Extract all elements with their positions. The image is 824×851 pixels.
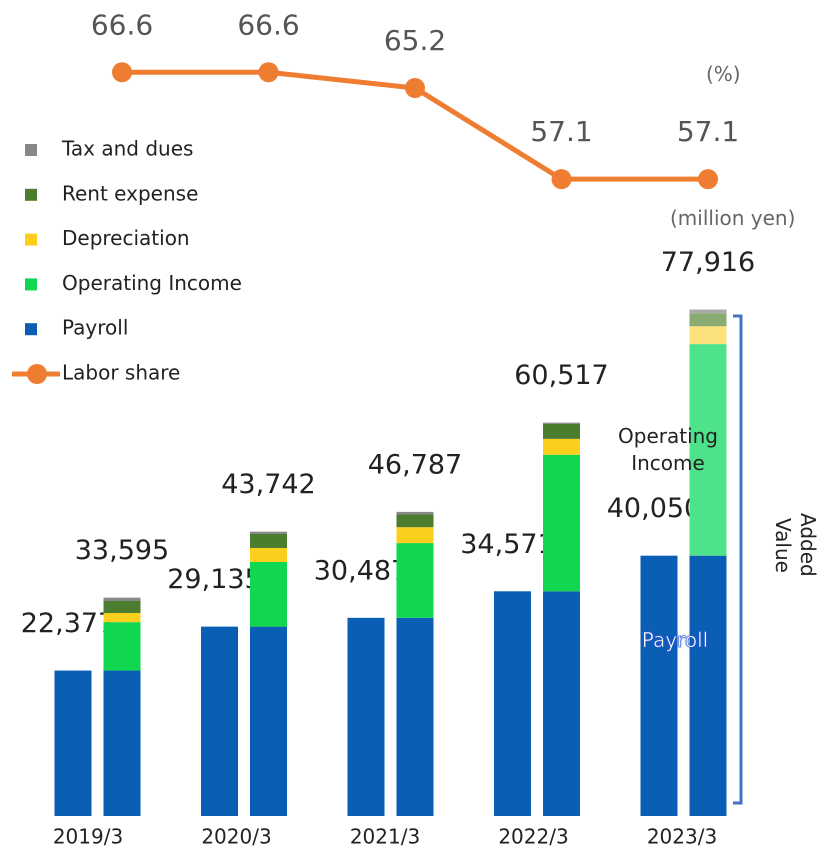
legend-label: Depreciation [62, 226, 190, 250]
stack-segment [103, 670, 141, 816]
payroll-bar [347, 617, 385, 816]
payroll-label: 40,050 [607, 493, 701, 524]
x-tick-label: 2022/3 [498, 825, 568, 849]
total-label: 33,595 [75, 535, 169, 566]
payroll-bar [54, 670, 92, 816]
added-value-bracket [733, 314, 743, 805]
stack-segment [543, 423, 580, 439]
x-tick-label: 2021/3 [350, 825, 420, 849]
labor-share-point [698, 169, 718, 190]
total-label: 46,787 [368, 449, 462, 480]
payroll-label: 30,487 [314, 555, 408, 586]
stack-segment [103, 622, 141, 671]
x-tick-label: 2023/3 [647, 825, 717, 849]
labor-share-label: 57.1 [677, 115, 739, 148]
stack-segment [543, 454, 580, 592]
labor-share-label: 65.2 [384, 24, 446, 57]
x-tick-label: 2019/3 [53, 825, 123, 849]
stack-segment [250, 533, 287, 548]
legend-swatch [25, 278, 37, 291]
unit-yen: (million yen) [670, 206, 796, 230]
payroll-label: 34,571 [460, 529, 554, 560]
stack-segment [103, 600, 141, 614]
labor-share-label: 57.1 [530, 115, 592, 148]
stack-segment [689, 326, 727, 345]
payroll-bar [201, 626, 238, 816]
added-value-note: Added Value [771, 513, 820, 577]
stack-segment [689, 313, 727, 327]
stack-segment [250, 626, 287, 816]
stack-segment [250, 531, 287, 534]
total-label: 77,916 [661, 247, 755, 278]
payroll-note: Payroll [641, 628, 709, 653]
payroll-bar [494, 591, 531, 816]
stack-segment [103, 613, 141, 623]
stack-segment [543, 422, 580, 424]
labor-share-point [551, 169, 572, 190]
legend-label: Tax and dues [61, 137, 193, 161]
stack-segment [689, 555, 727, 816]
stack-segment [396, 617, 434, 816]
stack-segment [396, 511, 434, 515]
unit-percent: (%) [706, 62, 741, 86]
payroll-label: 29,135 [167, 564, 261, 595]
legend-label: Labor share [62, 361, 180, 385]
stack-segment [396, 514, 434, 528]
legend-swatch [25, 144, 37, 156]
legend-swatch [25, 323, 37, 336]
stack-segment [250, 547, 287, 562]
labor-share-point [405, 78, 425, 98]
operating-income-note: Operating Income [618, 424, 718, 475]
stack-segment [689, 309, 727, 314]
stack-segment [689, 344, 727, 556]
stack-segment [543, 438, 580, 455]
legend-label: Payroll [62, 316, 128, 340]
stack-segment [396, 543, 434, 618]
labor-share-label: 66.6 [91, 8, 153, 41]
legend-label: Rent expense [62, 181, 198, 205]
stack-segment [103, 597, 141, 601]
legend-label: Operating Income [62, 271, 242, 295]
legend-swatch [25, 188, 37, 201]
x-tick-label: 2020/3 [201, 825, 271, 849]
labor-share-point [112, 62, 132, 83]
legend-swatch [25, 233, 37, 246]
labor-share-point [258, 62, 279, 83]
payroll-label: 22,377 [21, 608, 115, 639]
payroll-bar [640, 555, 678, 816]
labor-share-label: 66.6 [237, 8, 299, 41]
stack-segment [250, 561, 287, 627]
stack-segment [543, 591, 580, 816]
total-label: 60,517 [514, 360, 608, 391]
legend-dot [27, 364, 47, 384]
stack-segment [396, 527, 434, 544]
total-label: 43,742 [221, 469, 315, 500]
